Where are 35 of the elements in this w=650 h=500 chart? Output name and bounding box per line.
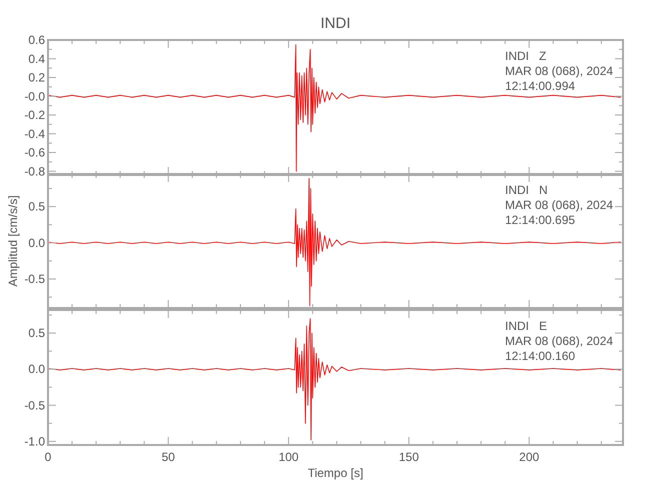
annotation: MAR 08 (068), 2024 — [505, 334, 614, 348]
annotation: MAR 08 (068), 2024 — [505, 64, 614, 78]
x-axis-title: Tiempo [s] — [308, 466, 364, 480]
x-tick-label: 100 — [278, 450, 299, 464]
chart-title: INDI — [320, 15, 350, 32]
annotation: 12:14:00.160 — [505, 349, 576, 363]
annotation: 12:14:00.695 — [505, 213, 576, 227]
y-tick-label: 0.5 — [28, 326, 46, 340]
x-tick-label: 50 — [162, 450, 176, 464]
y-tick-label: 0.0 — [28, 236, 46, 250]
x-tick-label: 200 — [519, 450, 540, 464]
y-tick-label: -0.4 — [24, 126, 46, 141]
y-tick-label: -1.0 — [24, 434, 46, 448]
y-tick-label: -0.0 — [24, 89, 46, 104]
x-tick-label: 150 — [398, 450, 420, 464]
y-axis-title: Amplitud [cm/s/s] — [6, 195, 20, 287]
y-tick-label: -0.2 — [24, 108, 46, 122]
y-tick-label: 0.5 — [28, 200, 46, 214]
annotation: INDI Z — [505, 49, 546, 63]
y-tick-label: 0.0 — [28, 362, 46, 376]
annotation: 12:14:00.994 — [505, 79, 576, 93]
y-tick-label: -0.5 — [24, 272, 46, 286]
annotation: INDI E — [505, 319, 548, 333]
y-tick-label: 0.6 — [28, 33, 46, 47]
line-series — [48, 318, 621, 440]
y-tick-label: -0.6 — [24, 146, 46, 160]
annotation: INDI N — [505, 183, 548, 197]
y-tick-label: 0.2 — [28, 70, 46, 84]
annotation: MAR 08 (068), 2024 — [505, 198, 614, 212]
y-tick-label: -0.8 — [24, 164, 46, 178]
x-tick-label: 0 — [44, 450, 52, 464]
line-series — [48, 44, 621, 172]
y-tick-label: -0.5 — [24, 398, 46, 412]
line-series — [48, 178, 621, 306]
y-tick-label: 0.4 — [28, 52, 46, 66]
